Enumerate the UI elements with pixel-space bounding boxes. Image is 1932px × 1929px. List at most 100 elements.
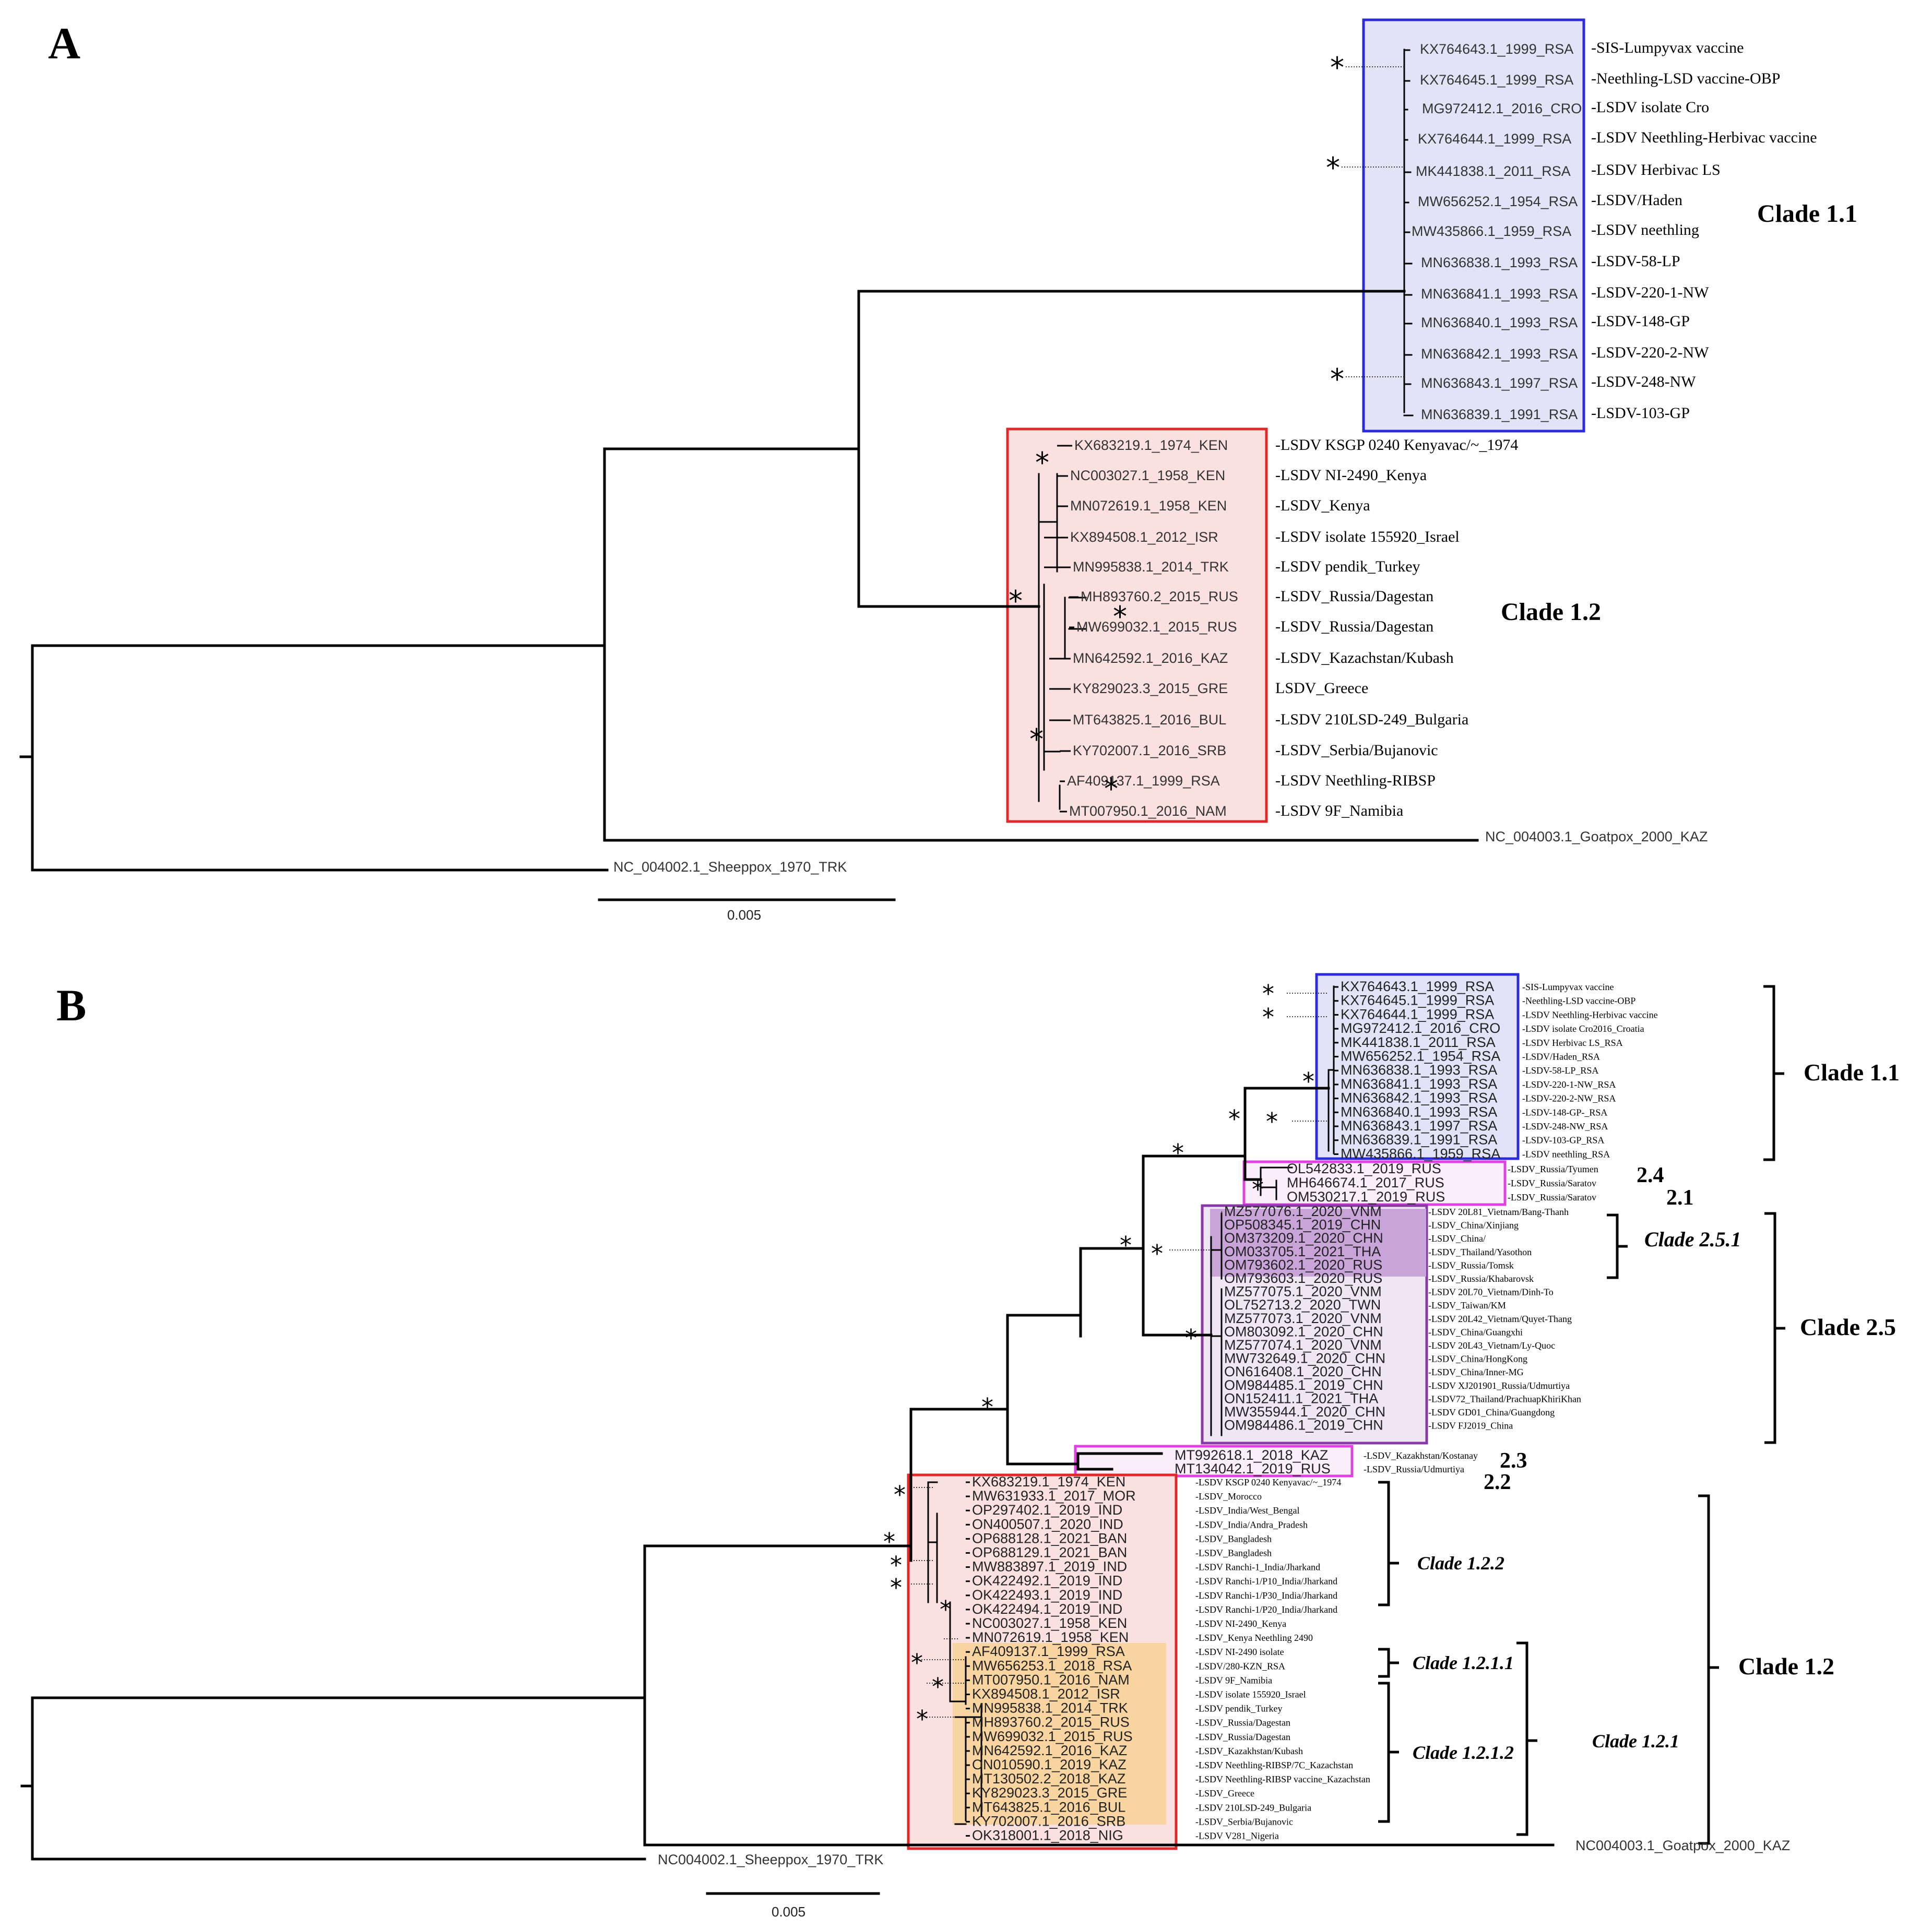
leaf-description: -LSDV KSGP 0240 Kenyavac/~_1974 (1195, 1477, 1341, 1487)
leaf-description: -LSDV Neethling-RIBSP (1275, 772, 1436, 789)
leaf-description: -LSDV_Greece (1195, 1788, 1254, 1799)
leaf-description: -LSDV XJ201901_Russia/Udmurtiya (1428, 1380, 1570, 1391)
support-star: * (911, 1649, 923, 1677)
leaf-description: -LSDV Herbivac LS_RSA (1522, 1038, 1623, 1048)
leaf-description: -LSDV-58-LP_RSA (1522, 1065, 1598, 1076)
leaf-accession: MN636842.1_1993_RSA (1341, 1090, 1497, 1106)
leaf-accession: MT134042.1_2019_RUS (1175, 1461, 1331, 1476)
leaf-accession: MN636839.1_1991_RSA (1341, 1132, 1497, 1148)
clade-brackets-b (1378, 985, 1785, 1845)
leaf-description: -LSDV-103-GP_RSA (1522, 1135, 1604, 1146)
leaf-description: -Neethling-LSD vaccine-OBP (1591, 70, 1780, 87)
leaf-description: -LSDV Neethling-RIBSP vaccine_Kazachstan (1195, 1774, 1370, 1784)
leaf-accession: AF409137.1_1999_RSA (972, 1644, 1125, 1659)
leaf-description: -LSDV GD01_China/Guangdong (1428, 1407, 1555, 1418)
clade-2-2-label: 2.2 (1484, 1470, 1511, 1494)
leaf-accession: MZ577075.1_2020_VNM (1224, 1284, 1382, 1300)
leaf-description: -LSDV Neethling-Herbivac vaccine (1522, 1009, 1658, 1020)
leaf-accession: MN636841.1_1993_RSA (1421, 286, 1578, 302)
leaf-accession: MN636840.1_1993_RSA (1421, 315, 1578, 330)
support-star: * (894, 1481, 906, 1509)
leaf-description: -LSDV pendik_Turkey (1195, 1704, 1283, 1714)
outgroup-goatpox-label: NC004003.1_Goatpox_2000_KAZ (1575, 1838, 1790, 1853)
support-star: * (1113, 600, 1127, 633)
clade-2-5-1-highlight (1210, 1209, 1426, 1277)
leaf-accession: ON616408.1_2020_CHN (1224, 1364, 1382, 1379)
leaf-accession: KX764644.1_1999_RSA (1341, 1006, 1494, 1022)
clade-1-2-1-1-label: Clade 1.2.1.1 (1413, 1652, 1514, 1673)
support-markers-b: * * * * * * * * * * * * * * * * * * * (883, 980, 1314, 1733)
leaf-accession: KY829023.3_2015_GRE (972, 1785, 1127, 1801)
support-star: * (883, 1528, 895, 1556)
leaf-description: -LSDV_Russia/Dagestan (1275, 588, 1433, 605)
leaf-accession: KX764643.1_1999_RSA (1420, 41, 1573, 57)
support-star: * (940, 1595, 952, 1624)
leaf-accession: KX764644.1_1999_RSA (1418, 131, 1571, 147)
leaf-description: -LSDV 210LSD-249_Bulgaria (1275, 711, 1468, 728)
support-star: * (1330, 363, 1344, 396)
panel-a-label: A (48, 18, 80, 68)
leaf-accession: MZ577076.1_2020_VNM (1224, 1204, 1382, 1219)
leaf-accession: OK422493.1_2019_IND (972, 1587, 1122, 1603)
leaf-description: -LSDV_Bangladesh (1195, 1533, 1272, 1544)
leaf-accession: KY702007.1_2016_SRB (972, 1813, 1125, 1829)
leaf-accession: MW435866.1_1959_RSA (1412, 223, 1571, 239)
support-star: * (1266, 1108, 1278, 1136)
leaf-description: -LSDV_Russia/Khabarovsk (1428, 1273, 1534, 1284)
leaf-accession: MG972412.1_2016_CRO (1422, 101, 1582, 116)
leaf-description: -LSDV_Russia/Dagestan (1195, 1732, 1290, 1742)
leaf-accession: MN636843.1_1997_RSA (1341, 1118, 1497, 1134)
support-star: * (1326, 151, 1340, 184)
leaf-description: -LSDV KSGP 0240 Kenyavac/~_1974 (1275, 436, 1518, 454)
panel-b: B (20, 973, 1900, 1920)
leaf-description: -Neethling-LSD vaccine-OBP (1522, 996, 1635, 1006)
support-star: * (1262, 980, 1274, 1008)
leaf-description: -LSDV NI-2490_Kenya (1275, 467, 1427, 484)
leaf-description: -LSDV_China/ (1428, 1233, 1486, 1244)
leaf-accession: MT007950.1_2016_NAM (1069, 803, 1227, 819)
leaf-connectors-b (911, 993, 1329, 1718)
leaf-accession: MW631933.1_2017_MOR (972, 1488, 1136, 1504)
leaf-description: -LSDV/280-KZN_RSA (1195, 1661, 1285, 1671)
leaf-description: -LSDV_China/Guangxhi (1428, 1327, 1523, 1337)
support-star: * (932, 1673, 944, 1701)
leaf-description: -LSDV isolate Cro2016_Croatia (1522, 1023, 1644, 1034)
leaf-description: -LSDV-220-2-NW_RSA (1522, 1093, 1616, 1104)
leaf-description: -LSDV/Haden_RSA (1522, 1052, 1600, 1062)
leaf-description: -LSDV/Haden (1591, 192, 1682, 209)
clade-1-1-box (1362, 18, 1585, 433)
leaf-accession: MW656252.1_1954_RSA (1341, 1049, 1500, 1064)
leaf-accession: MT992618.1_2018_KAZ (1175, 1447, 1328, 1463)
leaf-accession: OM530217.1_2019_RUS (1287, 1189, 1445, 1205)
scale-bar-a-label: 0.005 (727, 907, 761, 923)
leaf-description: -LSDV 210LSD-249_Bulgaria (1195, 1802, 1311, 1813)
leaf-accession: MW699032.1_2015_RUS (1076, 619, 1237, 635)
leaf-accession: MN642592.1_2016_KAZ (972, 1743, 1127, 1758)
leaf-description: -LSDV_Bangladesh (1195, 1548, 1272, 1558)
clade-1-1-box (1315, 973, 1520, 1160)
leaf-accession: MN636843.1_1997_RSA (1421, 375, 1578, 391)
support-star: * (890, 1551, 902, 1579)
leaves-a-clade-1-2: KX683219.1_1974_KEN -LSDV KSGP 0240 Kenya… (1044, 436, 1518, 819)
leaf-accession: MW699032.1_2015_RUS (972, 1729, 1133, 1744)
clade-1-2-2-label: Clade 1.2.2 (1417, 1553, 1504, 1574)
leaves-b-clade-1-1: KX764643.1_1999_RSA -SIS-Lumpyvax vaccine… (1334, 979, 1658, 1161)
outgroup-sheeppox-label: NC_004002.1_Sheeppox_1970_TRK (613, 859, 847, 875)
leaf-description: -LSDV-220-1-NW_RSA (1522, 1079, 1616, 1090)
leaf-description: -LSDV_Russia/Saratov (1508, 1178, 1596, 1188)
support-markers-a: * * * * * * * * (1009, 51, 1344, 805)
outgroup-goatpox-label: NC_004003.1_Goatpox_2000_KAZ (1485, 829, 1708, 844)
leaf-description: -LSDV 9F_Namibia (1275, 802, 1403, 819)
leaf-accession: OP688129.1_2021_BAN (972, 1545, 1127, 1561)
panel-a: A (19, 18, 1857, 923)
clade-1-2-1-label: Clade 1.2.1 (1592, 1731, 1679, 1752)
leaf-accession: MW732649.1_2020_CHN (1224, 1351, 1385, 1366)
leaf-accession: NC003027.1_1958_KEN (1070, 468, 1225, 483)
leaf-description: -LSDV pendik_Turkey (1275, 558, 1420, 575)
leaf-accession: MW355944.1_2020_CHN (1224, 1404, 1385, 1420)
leaf-accession: ON152411.1_2021_THA (1224, 1390, 1378, 1406)
leaf-description: -LSDV_Russia/Tomsk (1428, 1260, 1514, 1270)
leaf-accession: MN636842.1_1993_RSA (1421, 346, 1578, 362)
leaves-a-clade-1-1: KX764643.1_1999_RSA -SIS-Lumpyvax vaccine… (1412, 39, 1817, 422)
leaf-description: -LSDV Neethling-Herbivac vaccine (1591, 129, 1817, 146)
